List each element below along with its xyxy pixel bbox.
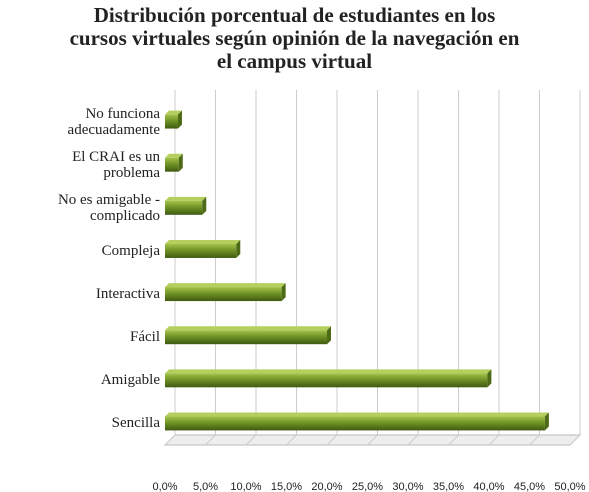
x-tick-label: 45,0% — [514, 481, 545, 492]
y-tick-label: Fácil — [130, 329, 160, 346]
tick-mark — [245, 434, 257, 446]
x-tick-label: 35,0% — [433, 481, 464, 492]
y-tick-label: Compleja — [101, 242, 160, 259]
tick-mark — [488, 434, 500, 446]
bar-top — [165, 283, 286, 288]
tick-mark — [286, 434, 297, 446]
y-tick-label: Amigable — [100, 372, 160, 389]
tick-mark — [407, 434, 419, 446]
bar — [165, 200, 203, 215]
bar-side — [487, 369, 492, 388]
bar-side — [327, 326, 331, 345]
tick-mark — [529, 434, 540, 446]
bar-side — [236, 239, 241, 258]
x-tick-label: 0,0% — [152, 481, 177, 492]
x-tick-label: 5,0% — [193, 481, 218, 492]
x-tick-label: 10,0% — [230, 481, 261, 492]
tick-mark — [205, 434, 216, 446]
x-tick-label: 20,0% — [311, 481, 342, 492]
bar-top — [165, 239, 241, 244]
bar — [165, 157, 179, 172]
tick-mark — [367, 434, 378, 446]
bar-side — [544, 412, 549, 431]
y-tick-label: Interactiva — [95, 286, 160, 303]
tick-mark — [326, 434, 338, 446]
x-tick-label: 25,0% — [352, 481, 383, 492]
x-tick-label: 50,0% — [554, 481, 585, 492]
bar-top — [165, 412, 549, 417]
y-tick-label: El CRAI es un problema — [72, 148, 160, 181]
bar-side — [178, 153, 183, 172]
bar — [165, 373, 488, 388]
tick-mark — [164, 434, 176, 446]
bar-top — [165, 153, 183, 158]
y-tick-label: No es amigable - complicado — [57, 191, 160, 224]
bar-top — [165, 196, 207, 201]
y-tick-label: Sencilla — [111, 415, 160, 432]
bar-side — [281, 283, 286, 302]
bar-side — [202, 196, 207, 215]
bar-top — [165, 110, 182, 115]
bar — [165, 114, 178, 129]
y-tick-label: No funciona adecuadamente — [67, 105, 160, 138]
x-tick-label: 15,0% — [271, 481, 302, 492]
bar-top — [165, 369, 492, 374]
tick-mark — [569, 434, 581, 446]
bar-side — [177, 110, 182, 129]
bar — [165, 287, 282, 302]
bar — [165, 416, 545, 431]
bar-top — [165, 326, 331, 331]
bar — [165, 330, 327, 345]
chart-title: Distribución porcentual de estudiantes e… — [69, 3, 520, 73]
x-tick-label: 40,0% — [473, 481, 504, 492]
x-tick-label: 30,0% — [392, 481, 423, 492]
bar — [165, 243, 237, 258]
tick-mark — [448, 434, 459, 446]
